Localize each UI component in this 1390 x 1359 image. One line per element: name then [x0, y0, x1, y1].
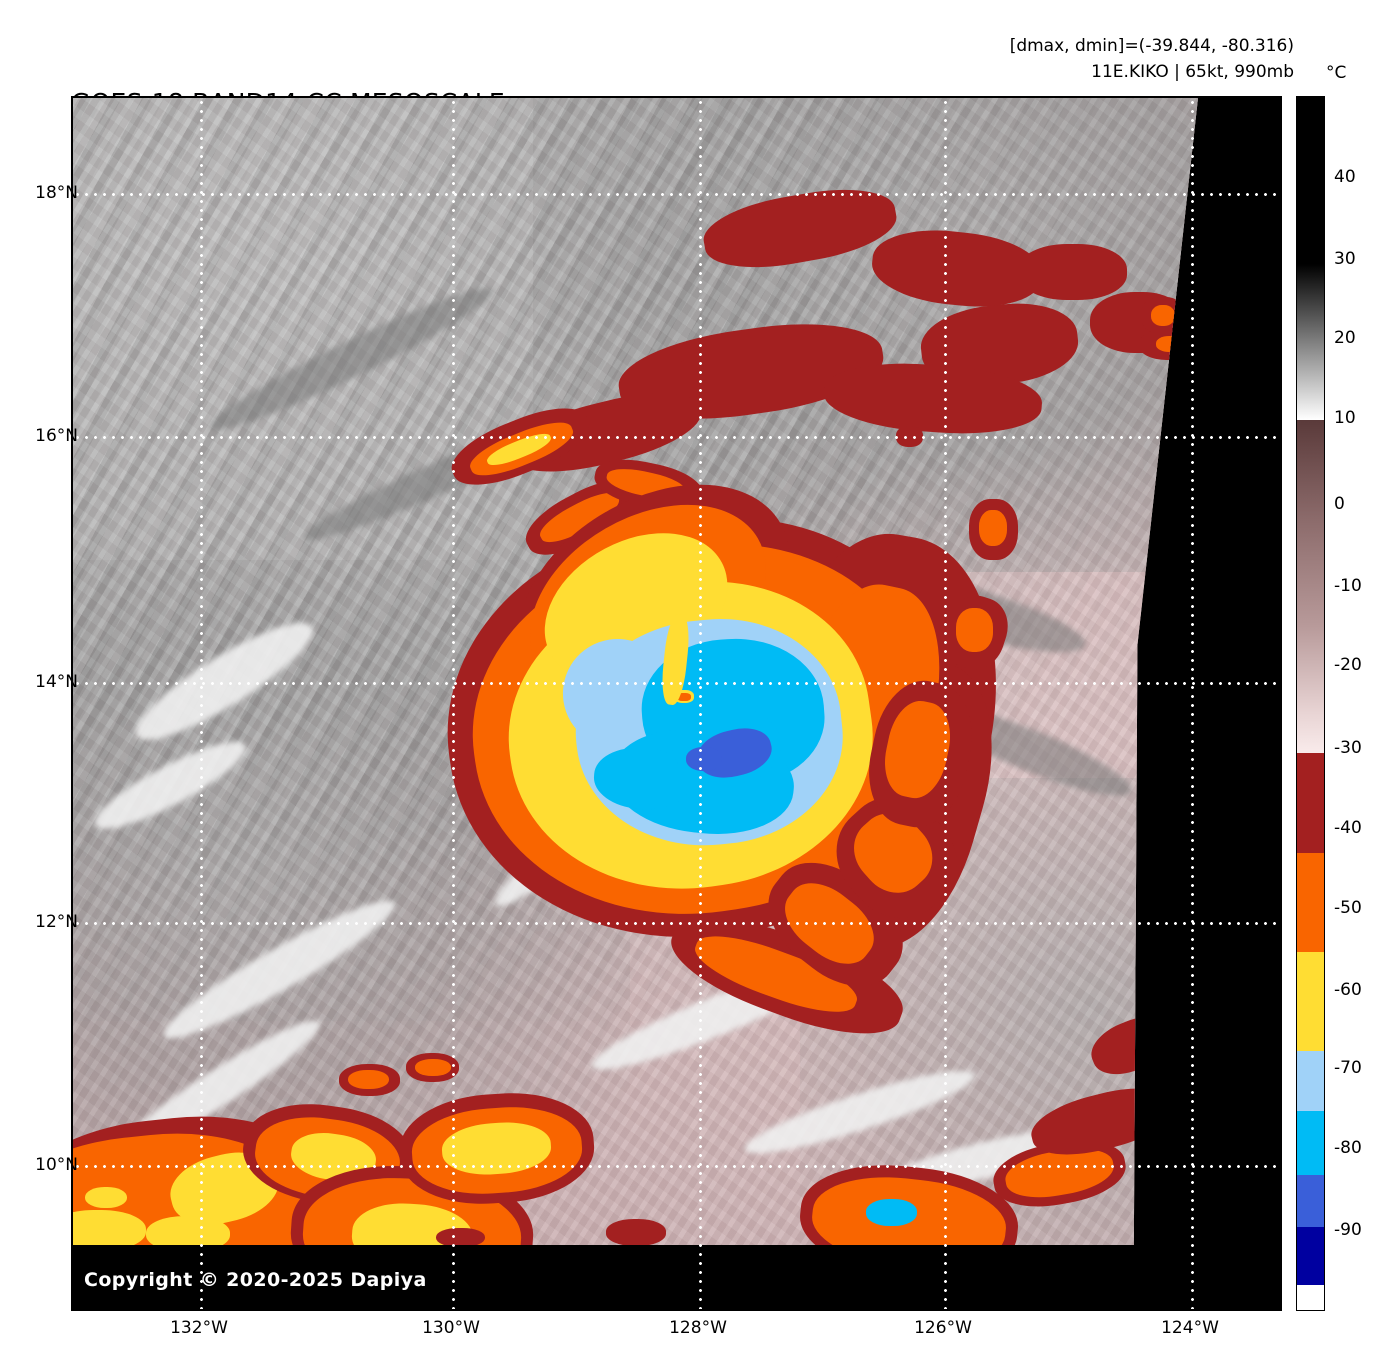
y-axis-tick-label: 18°N — [35, 183, 78, 203]
itcz-cluster-east — [436, 1227, 485, 1245]
colorbar-tick-label: 30 — [1334, 249, 1356, 269]
colorbar-tick-label: -10 — [1334, 576, 1362, 596]
gridline-lon-132 — [200, 98, 203, 1309]
colorbar-tick-label: -30 — [1334, 738, 1362, 758]
gridline-lon-124 — [1191, 98, 1194, 1309]
metadata-block: [dmax, dmin]=(-39.844, -80.316) 11E.KIKO… — [1010, 33, 1294, 85]
convective-cell-east — [978, 509, 1007, 547]
x-axis-tick-label: 130°W — [422, 1318, 480, 1338]
x-axis-tick-label: 128°W — [669, 1318, 727, 1338]
gridline-lat-10 — [73, 1165, 1280, 1168]
y-axis-tick-label: 14°N — [35, 672, 78, 692]
convective-cell-north — [678, 359, 706, 373]
gridline-lat-16 — [73, 436, 1280, 439]
y-axis-tick-label: 12°N — [35, 912, 78, 932]
colorbar-band-navy — [1297, 1227, 1324, 1285]
y-axis-tick-label: 10°N — [35, 1155, 78, 1175]
colorbar-tick-label: -70 — [1334, 1058, 1362, 1078]
colorbar-tick-label: -40 — [1334, 818, 1362, 838]
itcz-cluster — [85, 1186, 128, 1209]
colorbar-band-blue — [1297, 1175, 1324, 1227]
colorbar — [1296, 96, 1325, 1311]
dmax-dmin-label: [dmax, dmin]=(-39.844, -80.316) — [1009, 36, 1294, 56]
colorbar-band-black — [1297, 97, 1324, 264]
itcz-cluster — [414, 1059, 451, 1077]
gridline-lat-18 — [73, 193, 1280, 196]
itcz-cluster — [347, 1070, 390, 1090]
colorbar-tick-label: 40 — [1334, 167, 1356, 187]
itcz-cluster — [145, 1215, 231, 1245]
colorbar-unit-label: °C — [1326, 63, 1347, 83]
satellite-data-swath — [73, 98, 1199, 1245]
y-axis-tick-label: 16°N — [35, 426, 78, 446]
colorbar-band-greyscale — [1297, 264, 1324, 420]
coldest-cloud-top-core — [685, 746, 723, 772]
x-axis-tick-label: 132°W — [170, 1318, 228, 1338]
storm-info-label: 11E.KIKO | 65kt, 990mb — [1091, 62, 1294, 82]
convective-cell-east — [955, 608, 994, 653]
colorbar-tick-label: -60 — [1334, 980, 1362, 1000]
copyright-label: Copyright © 2020-2025 Dapiya — [84, 1269, 427, 1291]
gridline-lat-14 — [73, 682, 1280, 685]
colorbar-band-yellow — [1297, 952, 1324, 1051]
convective-cell-north — [1155, 336, 1185, 352]
colorbar-band-cyan — [1297, 1111, 1324, 1175]
gridline-lon-130 — [452, 98, 455, 1309]
colorbar-tick-label: -50 — [1334, 898, 1362, 918]
colorbar-band-orange — [1297, 853, 1324, 952]
colorbar-tick-label: -90 — [1334, 1220, 1362, 1240]
colorbar-tick-label: 20 — [1334, 328, 1356, 348]
itcz-cluster-east — [866, 1198, 918, 1226]
colorbar-tick-label: -80 — [1334, 1138, 1362, 1158]
colorbar-band-darkred — [1297, 753, 1324, 853]
plot-inner: Copyright © 2020-2025 Dapiya — [73, 98, 1280, 1309]
colorbar-band-lightblue — [1297, 1051, 1324, 1111]
itcz-cluster — [73, 1209, 146, 1245]
convective-cell-north — [1017, 243, 1127, 300]
convective-cell-east — [1150, 304, 1175, 327]
gridline-lon-126 — [944, 98, 947, 1309]
gridline-lat-12 — [73, 922, 1280, 925]
colorbar-band-mauve — [1297, 420, 1324, 753]
colorbar-band-white — [1297, 1285, 1324, 1310]
itcz-cluster-east — [605, 1219, 667, 1245]
x-axis-tick-label: 126°W — [914, 1318, 972, 1338]
colorbar-tick-label: 0 — [1334, 494, 1345, 514]
x-axis-tick-label: 124°W — [1161, 1318, 1219, 1338]
gridline-lon-128 — [699, 98, 702, 1309]
satellite-image-plot: Copyright © 2020-2025 Dapiya — [71, 96, 1282, 1311]
colorbar-tick-label: 10 — [1334, 408, 1356, 428]
eye-warm-spot — [677, 692, 691, 701]
colorbar-tick-label: -20 — [1334, 655, 1362, 675]
